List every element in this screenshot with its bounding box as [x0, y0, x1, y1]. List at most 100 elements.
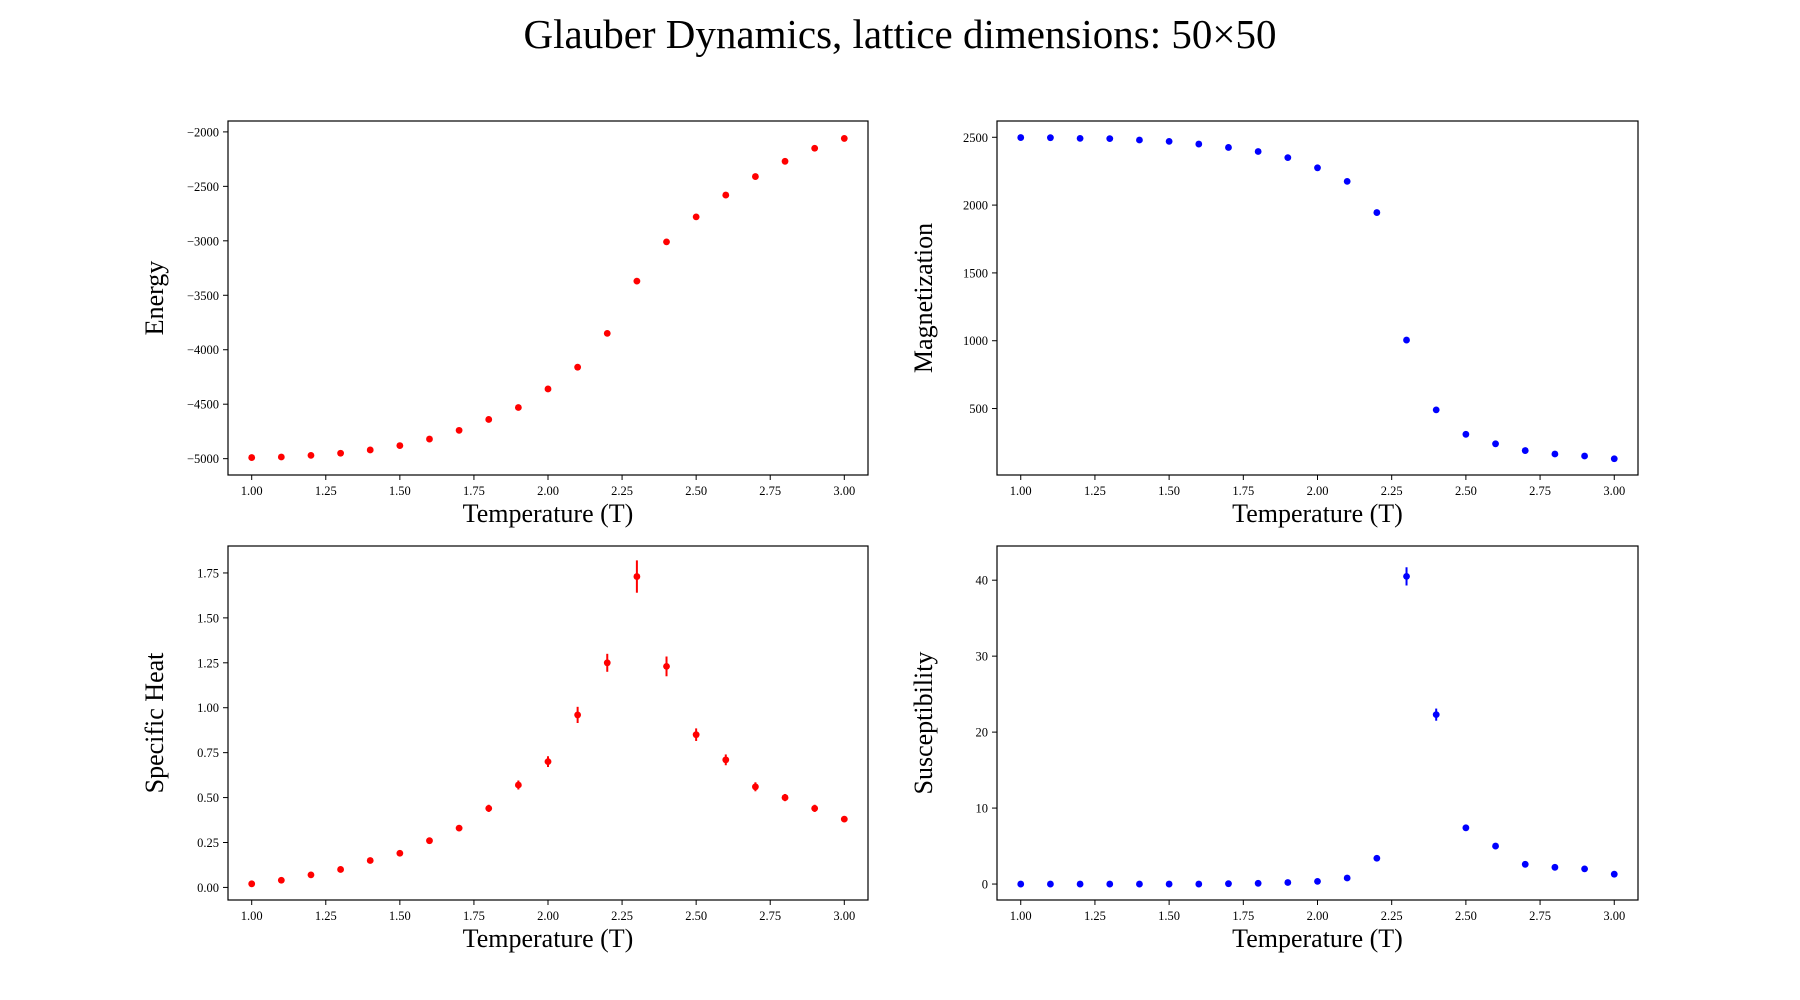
susceptibility-data-point: [1047, 880, 1054, 888]
magnetization-axes-frame: [996, 120, 1639, 476]
magnetization-data-point: [1581, 452, 1588, 460]
susceptibility-x-axis-label: Temperature (T): [1232, 924, 1403, 953]
specific-heat-y-tick-label: 0.75: [197, 746, 219, 760]
specific-heat-x-tick-label: 3.00: [833, 909, 855, 923]
energy-data-point: [603, 330, 611, 337]
susceptibility-data-point: [1521, 860, 1529, 868]
energy-y-tick-label: −2000: [187, 125, 219, 139]
magnetization-data-point: [1076, 134, 1084, 142]
magnetization-data-point: [1462, 430, 1470, 438]
magnetization-x-tick-label: 1.00: [1010, 484, 1032, 498]
energy-panel: 1.00 1.25 1.50 1.75 2.00 2.25 2.50 2.75 3.00 −500…: [140, 120, 869, 528]
energy-y-tick-label: −5000: [187, 452, 219, 466]
energy-x-tick-label: 2.75: [759, 484, 781, 498]
magnetization-x-tick-label: 2.00: [1307, 484, 1329, 498]
magnetization-data-point: [1403, 336, 1410, 344]
susceptibility-data-point: [1165, 880, 1173, 888]
magnetization-data-point: [1106, 135, 1114, 143]
specific-heat-data-point: [544, 758, 552, 766]
specific-heat-x-tick-label: 2.25: [611, 909, 633, 923]
magnetization-x-tick-label: 2.50: [1455, 484, 1477, 498]
susceptibility-x-tick-label: 1.75: [1232, 909, 1254, 923]
energy-x-axis-label: Temperature (T): [463, 499, 634, 528]
specific-heat-y-tick-label: 1.00: [197, 701, 219, 715]
energy-y-tick-label: −3000: [187, 234, 219, 248]
susceptibility-x-tick-label: 2.00: [1307, 909, 1329, 923]
energy-data-point: [455, 426, 463, 434]
specific-heat-x-tick-label: 1.25: [315, 909, 337, 923]
specific-heat-data-point: [426, 837, 433, 845]
specific-heat-data-point: [485, 804, 493, 812]
energy-data-point: [544, 385, 552, 393]
susceptibility-data-point: [1225, 880, 1232, 888]
magnetization-x-axis-label: Temperature (T): [1232, 499, 1403, 528]
susceptibility-data-point: [1462, 824, 1470, 832]
susceptibility-x-tick-label: 3.00: [1603, 909, 1625, 923]
susceptibility-data-point: [1492, 842, 1499, 850]
magnetization-x-tick-label: 1.75: [1232, 484, 1254, 498]
specific-heat-y-tick-label: 0.25: [197, 836, 219, 850]
energy-y-tick-label: −3500: [187, 289, 219, 303]
energy-data-point: [811, 144, 819, 152]
energy-data-point: [692, 213, 700, 221]
energy-x-tick-label: 2.25: [611, 484, 633, 498]
energy-data-point: [307, 451, 315, 459]
susceptibility-y-tick-label: 20: [976, 726, 989, 740]
magnetization-y-tick-label: 500: [969, 402, 988, 416]
specific-heat-y-tick-label: 0.00: [197, 881, 219, 895]
susceptibility-data-point: [1403, 572, 1410, 580]
energy-data-point: [337, 449, 344, 457]
energy-y-axis-label: Energy: [140, 261, 169, 336]
magnetization-data-point: [1284, 154, 1292, 162]
susceptibility-y-tick-label: 0: [982, 878, 988, 892]
specific-heat-data-point: [455, 824, 463, 832]
energy-data-point: [248, 454, 256, 461]
specific-heat-data-point: [603, 659, 611, 667]
specific-heat-panel: 1.00 1.25 1.50 1.75 2.00 2.25 2.50 2.75 3.00 0.00…: [140, 545, 869, 953]
susceptibility-panel: 1.00 1.25 1.50 1.75 2.00 2.25 2.50 2.75 3.00 0 10 2…: [909, 545, 1639, 953]
susceptibility-x-tick-label: 2.75: [1529, 909, 1551, 923]
susceptibility-data-point: [1136, 880, 1143, 888]
energy-data-point: [396, 442, 404, 449]
susceptibility-data-point: [1551, 863, 1559, 871]
magnetization-panel: 1.00 1.25 1.50 1.75 2.00 2.25 2.50 2.75 3.00 500 1…: [909, 120, 1639, 528]
magnetization-data-point: [1047, 134, 1054, 142]
specific-heat-y-tick-label: 1.50: [197, 611, 219, 625]
specific-heat-data-point: [752, 783, 759, 791]
energy-y-tick-label: −4000: [187, 343, 219, 357]
energy-axes-frame: [227, 120, 869, 476]
specific-heat-data-point: [366, 857, 374, 864]
energy-data-point: [663, 238, 670, 246]
specific-heat-x-tick-label: 1.50: [389, 909, 411, 923]
specific-heat-data-point: [840, 815, 848, 823]
energy-x-tick-label: 2.00: [537, 484, 559, 498]
specific-heat-data-point: [337, 866, 344, 873]
susceptibility-data-point: [1254, 879, 1262, 887]
susceptibility-x-tick-label: 2.50: [1455, 909, 1477, 923]
magnetization-data-point: [1610, 455, 1618, 463]
energy-data-point: [426, 435, 433, 443]
susceptibility-y-tick-label: 10: [976, 802, 989, 816]
susceptibility-y-tick-label: 40: [976, 574, 989, 588]
susceptibility-x-tick-label: 1.00: [1010, 909, 1032, 923]
magnetization-data-point: [1373, 209, 1381, 216]
susceptibility-data-point: [1343, 874, 1351, 882]
energy-x-tick-label: 2.50: [685, 484, 707, 498]
energy-x-tick-label: 1.25: [315, 484, 337, 498]
susceptibility-x-tick-label: 1.25: [1084, 909, 1106, 923]
magnetization-data-point: [1017, 134, 1025, 141]
magnetization-data-point: [1492, 440, 1499, 448]
specific-heat-data-point: [396, 849, 404, 857]
magnetization-y-axis-label: Magnetization: [909, 223, 938, 373]
magnetization-x-tick-label: 2.25: [1381, 484, 1403, 498]
susceptibility-data-point: [1581, 865, 1588, 873]
specific-heat-data-point: [277, 876, 285, 884]
specific-heat-data-point: [811, 804, 819, 812]
figure-title: Glauber Dynamics, lattice dimensions: 50…: [523, 11, 1277, 57]
susceptibility-x-tick-label: 2.25: [1381, 909, 1403, 923]
energy-y-tick-label: −4500: [187, 398, 219, 412]
susceptibility-data-point: [1017, 880, 1025, 888]
magnetization-x-tick-label: 1.50: [1158, 484, 1180, 498]
specific-heat-x-axis-label: Temperature (T): [463, 924, 634, 953]
